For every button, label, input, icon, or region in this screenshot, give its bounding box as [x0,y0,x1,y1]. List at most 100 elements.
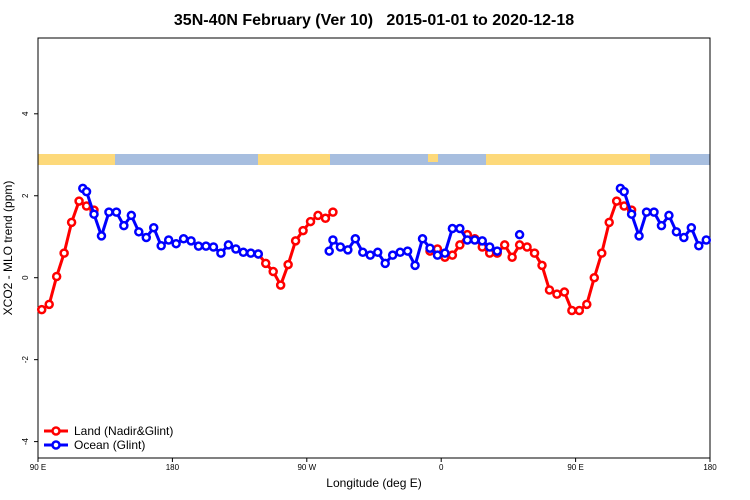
data-point [462,235,473,245]
data-point [328,207,338,217]
data-point [44,299,54,310]
data-point [671,227,682,237]
data-point [74,196,84,206]
data-point [686,222,697,233]
data-point [447,223,458,234]
data-point [328,235,338,245]
x-tick-label: 180 [703,463,717,472]
x-tick-label: 90 W [297,463,316,472]
data-point [395,247,405,258]
data-point [231,244,241,254]
legend-label: Land (Nadir&Glint) [74,424,173,438]
data-point [514,240,525,250]
x-tick-label: 90 E [30,463,46,472]
data-point [701,235,712,245]
data-point [141,232,152,243]
data-point [499,240,510,250]
data-point [552,289,562,299]
data-point [275,280,286,290]
data-point [298,225,308,236]
data-point [589,272,600,283]
x-axis-label: Longitude (deg E) [326,476,421,490]
data-point [171,238,181,249]
data-point [358,247,368,258]
data-point [656,220,667,231]
y-axis-label: XCO2 - MLO trend (ppm) [1,181,15,316]
land-strip [258,154,330,165]
data-point [208,242,219,252]
data-point [447,250,458,260]
data-point [664,210,674,221]
data-point [522,242,532,252]
data-point [81,186,92,197]
data-point [641,207,652,217]
data-point [36,304,47,315]
ocean-strip [38,154,710,165]
data-point [343,245,353,255]
chart-title: 35N-40N February (Ver 10) 2015-01-01 to … [174,12,574,29]
data-point [66,217,77,228]
data-point [260,258,271,269]
plot-frame [37,37,711,459]
data-point [470,235,480,245]
data-point [611,196,622,206]
data-point [320,213,331,224]
data-point [246,248,256,258]
data-point [350,234,361,244]
legend-marker [51,440,61,450]
data-point [582,299,592,310]
x-tick-label: 180 [166,463,180,472]
data-point [455,223,465,234]
data-point [134,227,144,237]
legend-label: Ocean (Glint) [74,438,145,452]
data-point [529,248,540,258]
data-point [537,260,547,271]
data-point [387,250,398,260]
data-point [193,241,204,251]
data-point [372,247,383,258]
data-point [313,210,323,221]
data-point [559,287,570,297]
data-point [96,231,107,241]
data-point [626,209,637,219]
data-point [574,305,585,316]
data-point [514,229,525,240]
data-point [216,248,226,258]
data-point [410,260,420,271]
data-point [402,246,413,256]
data-point [335,242,346,252]
land-strip [486,154,650,165]
y-tick-label: -2 [21,356,30,364]
data-point [440,248,450,258]
land-strip [38,154,115,165]
y-tick-label: 0 [21,275,30,280]
data-point [89,209,99,219]
data-point [484,242,495,252]
data-point [59,248,69,258]
data-point [238,247,249,258]
land-ocean-strip [38,154,710,165]
data-point [186,236,196,246]
land-strip [428,154,438,162]
data-point [201,241,211,251]
data-point [178,234,189,244]
data-point [619,186,629,197]
data-point [51,271,62,282]
x-tick-label: 0 [439,463,444,472]
data-point [544,285,555,295]
data-point [477,236,488,246]
data-point [163,235,174,245]
data-point [432,250,443,260]
data-point [253,249,264,259]
data-point [156,240,166,251]
data-point [305,216,316,227]
data-point [119,220,129,231]
data-point [455,240,465,250]
legend-marker [51,426,61,436]
data-point [104,207,114,217]
data-point [268,266,278,277]
data-point [380,258,390,269]
data-point [604,217,614,228]
data-point [679,232,689,243]
